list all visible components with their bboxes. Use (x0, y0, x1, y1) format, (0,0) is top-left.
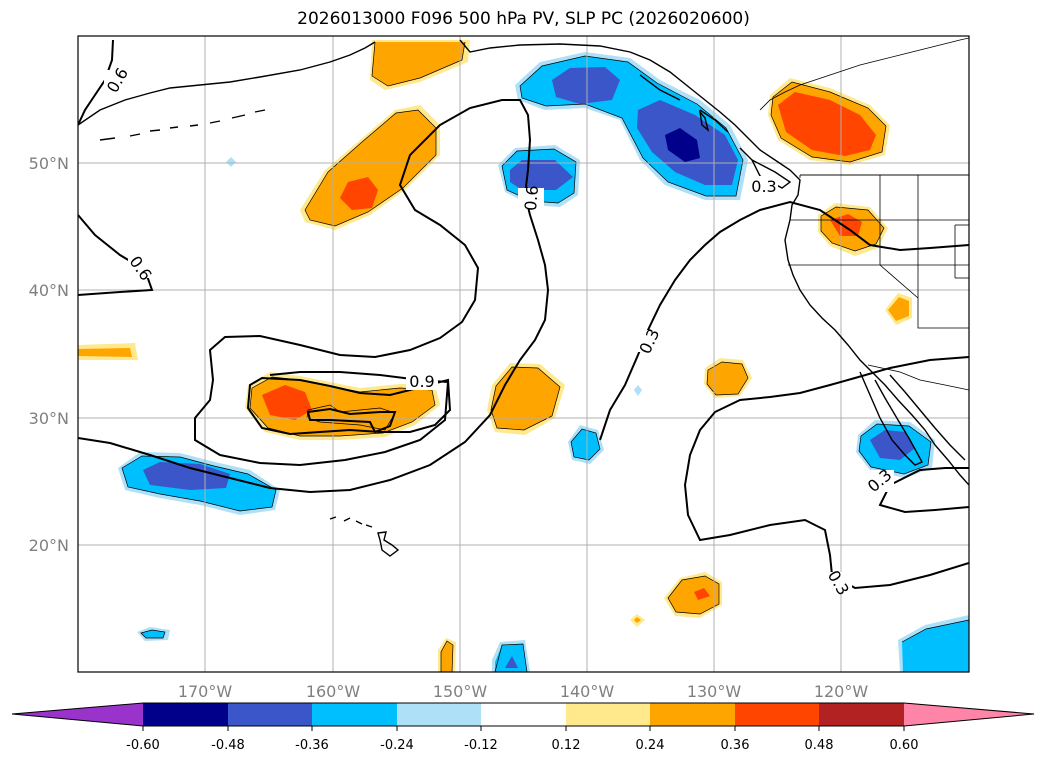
map-frame (77, 35, 970, 673)
colorbar-tick: -0.48 (211, 738, 245, 753)
contour-label-0.3-b: 0.3 (751, 177, 776, 196)
pv-positive-alaska (370, 40, 470, 90)
colorbar-extend-max (904, 703, 1034, 726)
lon-label-140w: 140°W (560, 682, 615, 701)
colorbar-tick: -0.60 (126, 738, 160, 753)
lat-label-50n: 50°N (29, 154, 69, 173)
pv-positive-oregon (818, 203, 888, 256)
colorbar-tick: -0.36 (295, 738, 329, 753)
contour-label-0.6-c: 0.6 (521, 185, 542, 212)
colorbar-bin-8 (735, 703, 819, 726)
lon-labels: 170°W 160°W 150°W 140°W 130°W 120°W (178, 682, 869, 701)
lat-label-30n: 30°N (29, 409, 69, 428)
colorbar-tick: 0.60 (890, 738, 919, 753)
colorbar-bin-3 (312, 703, 397, 726)
borders (759, 37, 969, 391)
colorbar-tick: 0.24 (636, 738, 665, 753)
colorbar-bin-5 (481, 703, 566, 726)
pv-positive-south (664, 572, 722, 618)
colorbar-bin-9 (819, 703, 904, 726)
colorbar-tick: 0.12 (552, 738, 581, 753)
contour-labels: 0.6 0.6 0.6 0.9 0.3 0.3 0.3 0.3 (103, 64, 896, 598)
slp-contours (78, 39, 969, 590)
pv-positive-bc (768, 78, 890, 165)
pv-negative-baja (856, 420, 935, 478)
colorbar: -0.60 -0.48 -0.36 -0.24 -0.12 0.12 0.24 … (11, 702, 1035, 753)
pv-negative-sw (118, 452, 280, 515)
colorbar-bin-6 (566, 703, 650, 726)
colorbar-tick: -0.12 (464, 738, 498, 753)
lat-label-40n: 40°N (29, 281, 69, 300)
lat-label-20n: 20°N (29, 536, 69, 555)
pv-positive-129w (704, 358, 752, 398)
lon-label-120w: 120°W (814, 682, 869, 701)
colorbar-tick: 0.48 (805, 738, 834, 753)
colorbar-ticks: -0.60 -0.48 -0.36 -0.24 -0.12 0.12 0.24 … (126, 738, 918, 753)
colorbar-tick: 0.36 (721, 738, 750, 753)
colorbar-extend-min (12, 703, 143, 726)
lon-label-130w: 130°W (687, 682, 742, 701)
colorbar-bin-2 (228, 703, 312, 726)
map-area: 0.6 0.6 0.6 0.9 0.3 0.3 0.3 0.3 (78, 36, 969, 672)
colorbar-bin-7 (650, 703, 735, 726)
lon-label-170w: 170°W (178, 682, 233, 701)
pv-positive-band-north (300, 105, 440, 230)
map-title: 2026013000 F096 500 hPa PV, SLP PC (2026… (297, 9, 750, 29)
contour-label-0.9: 0.9 (409, 372, 434, 391)
lon-label-160w: 160°W (306, 682, 361, 701)
lon-label-150w: 150°W (433, 682, 488, 701)
coastlines (78, 39, 969, 557)
colorbar-tick: -0.24 (380, 738, 414, 753)
lat-labels: 50°N 40°N 30°N 20°N (29, 154, 69, 555)
colorbar-bin-4 (397, 703, 481, 726)
colorbar-bin-1 (143, 703, 228, 726)
